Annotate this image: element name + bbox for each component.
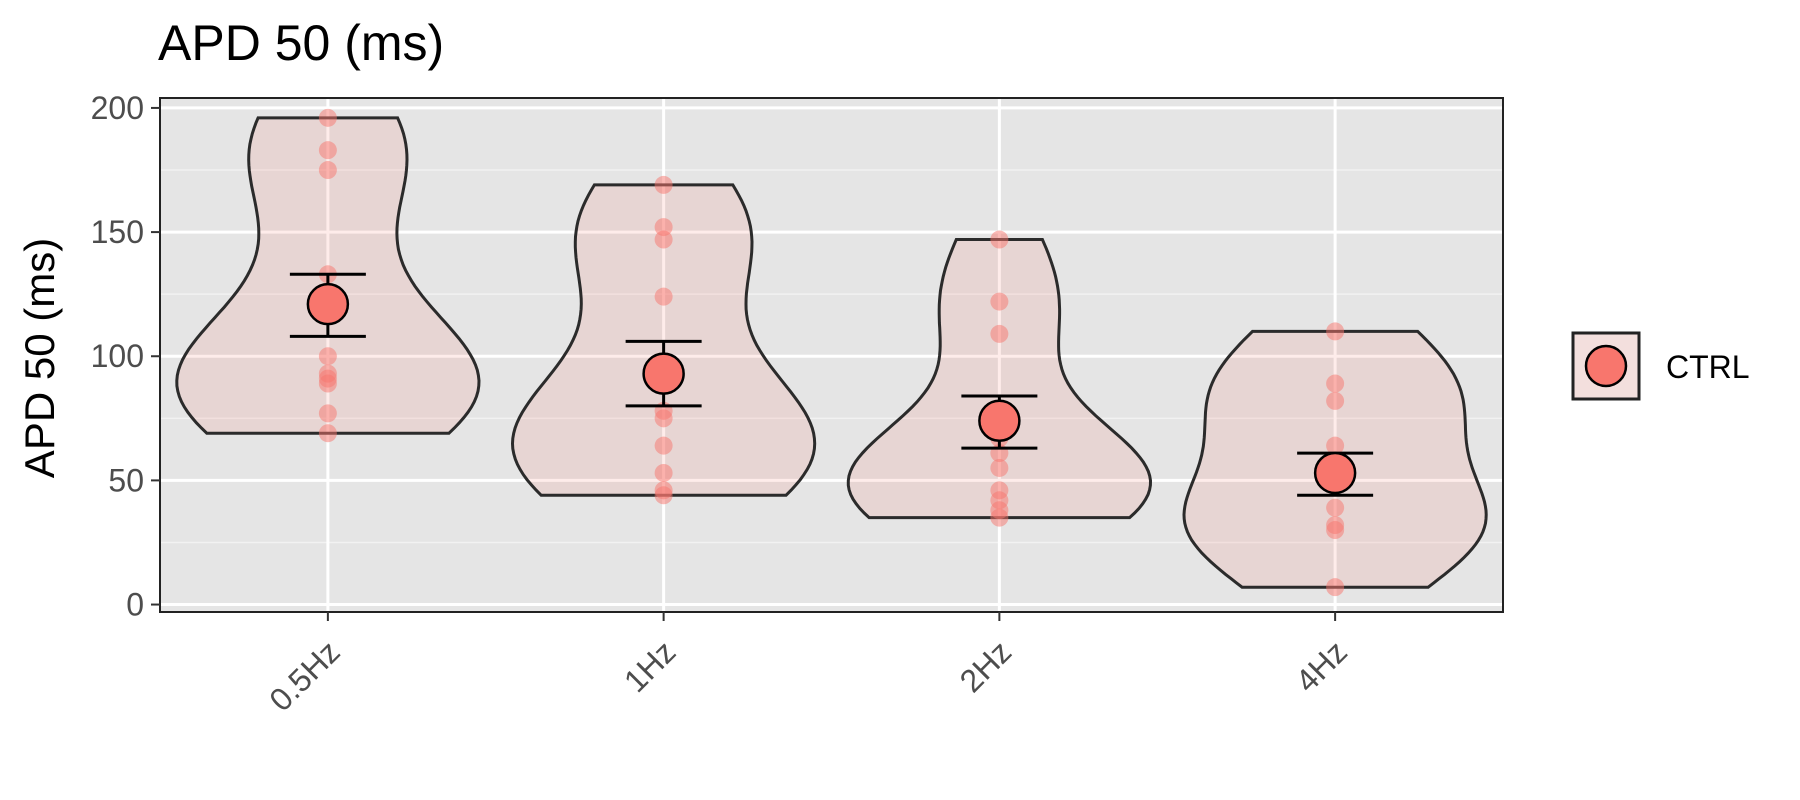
data-point (990, 230, 1009, 249)
y-tick-label: 50 (108, 462, 144, 498)
data-point (1326, 498, 1345, 517)
data-point (318, 374, 337, 393)
data-point (654, 175, 673, 194)
plot-border (159, 97, 1504, 613)
data-point (990, 458, 1009, 477)
data-point (1326, 578, 1345, 597)
data-point (1326, 374, 1345, 393)
data-point (654, 230, 673, 249)
data-point (990, 508, 1009, 527)
y-tick-label: 150 (91, 214, 144, 250)
data-point (318, 404, 337, 423)
data-point (318, 108, 337, 127)
data-point (654, 409, 673, 428)
legend-label-ctrl: CTRL (1666, 349, 1750, 385)
violin-2hz (846, 238, 1153, 520)
data-points (318, 108, 1345, 597)
data-point (1326, 521, 1345, 540)
data-point (1326, 436, 1345, 455)
legend-marker (1584, 344, 1628, 388)
data-point (654, 218, 673, 237)
mean-marker (978, 399, 1021, 443)
data-point (654, 287, 673, 306)
legend: CTRL (1571, 331, 1750, 401)
data-point (318, 141, 337, 160)
y-tick-label: 0 (126, 587, 144, 623)
data-point (318, 161, 337, 180)
data-point (1326, 391, 1345, 410)
data-point (654, 436, 673, 455)
x-tick-label: 2Hz (953, 633, 1019, 699)
data-point (990, 324, 1009, 343)
data-point (654, 486, 673, 505)
data-point (1326, 322, 1345, 341)
data-point (990, 292, 1009, 311)
y-axis-label: APD 50 (ms) (16, 238, 63, 478)
y-tick-label: 200 (91, 90, 144, 126)
mean-marker (306, 282, 350, 326)
data-point (318, 347, 337, 366)
data-point (654, 463, 673, 482)
legend-key (1571, 331, 1641, 401)
y-tick-label: 100 (91, 338, 144, 374)
x-tick-label: 1Hz (617, 633, 683, 699)
chart-title: APD 50 (ms) (158, 15, 444, 71)
mean-error-bars (289, 272, 1374, 497)
x-tick-label: 4Hz (1288, 633, 1354, 699)
mean-marker (642, 352, 685, 395)
x-tick-label: 0.5Hz (262, 633, 347, 718)
data-point (318, 424, 337, 443)
mean-marker (1313, 451, 1357, 495)
